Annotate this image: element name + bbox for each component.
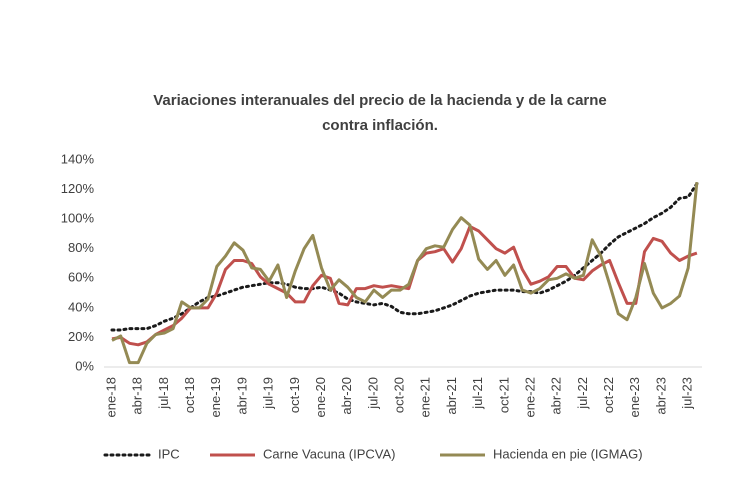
x-tick-label: jul-22 xyxy=(575,377,590,410)
x-tick-label: ene-19 xyxy=(208,377,223,417)
x-tick-label: oct-21 xyxy=(496,377,511,413)
x-tick-label: jul-23 xyxy=(680,377,695,410)
x-tick-label: ene-21 xyxy=(418,377,433,417)
x-tick-label: oct-22 xyxy=(601,377,616,413)
y-tick-label: 40% xyxy=(68,299,94,314)
y-tick-label: 80% xyxy=(68,240,94,255)
y-tick-label: 60% xyxy=(68,270,94,285)
x-tick-label: oct-20 xyxy=(392,377,407,413)
x-tick-label: abr-21 xyxy=(444,377,459,415)
x-tick-label: oct-18 xyxy=(182,377,197,413)
x-tick-label: abr-19 xyxy=(234,377,249,415)
legend-label: Hacienda en pie (IGMAG) xyxy=(493,446,643,461)
y-tick-label: 120% xyxy=(61,181,95,196)
x-tick-label: abr-23 xyxy=(653,377,668,415)
x-tick-label: ene-18 xyxy=(103,377,118,417)
y-tick-label: 100% xyxy=(61,211,95,226)
x-tick-label: oct-19 xyxy=(287,377,302,413)
series-line xyxy=(111,182,699,365)
legend-label: IPC xyxy=(158,446,180,461)
x-tick-label: ene-20 xyxy=(313,377,328,417)
x-tick-label: abr-20 xyxy=(339,377,354,415)
x-tick-label: abr-22 xyxy=(549,377,564,415)
x-tick-label: jul-19 xyxy=(261,377,276,410)
legend-label: Carne Vacuna (IPCVA) xyxy=(263,446,395,461)
x-tick-label: jul-21 xyxy=(470,377,485,410)
y-tick-label: 20% xyxy=(68,329,94,344)
x-tick-label: abr-18 xyxy=(130,377,145,415)
x-tick-label: jul-18 xyxy=(156,377,171,410)
x-tick-label: ene-23 xyxy=(627,377,642,417)
chart-title: contra inflación. xyxy=(322,117,438,134)
x-tick-label: ene-22 xyxy=(522,377,537,417)
x-tick-label: jul-20 xyxy=(365,377,380,410)
chart-title: Variaciones interanuales del precio de l… xyxy=(153,92,607,109)
y-tick-label: 140% xyxy=(61,151,95,166)
y-tick-label: 0% xyxy=(75,358,94,373)
